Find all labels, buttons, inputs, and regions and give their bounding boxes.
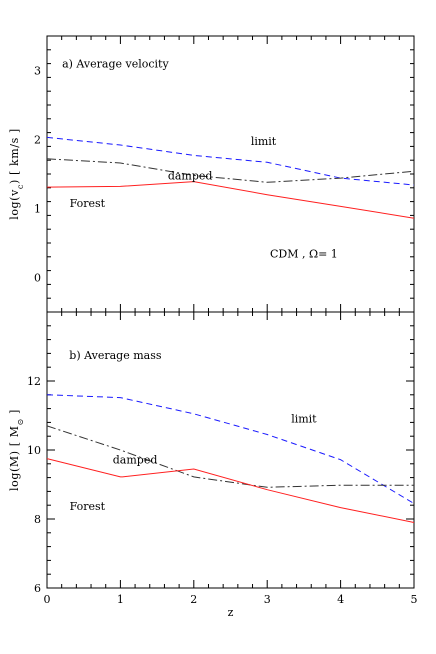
series-line-forest [46,181,415,219]
annotation: limit [291,412,317,425]
series-line-limit [46,394,415,504]
y-axis-label: log(vc) [ km/s ] [8,128,25,220]
y-tick-label: 8 [34,513,41,526]
y-tick-label: 2 [34,134,41,147]
x-tick-label: 4 [337,593,344,606]
annotation: Forest [70,500,106,513]
annotation: Forest [70,197,106,210]
panel-title: a) Average velocity [62,58,169,71]
x-tick-label: 5 [411,593,418,606]
x-axis-label: z [228,606,234,619]
x-tick-label: 1 [117,593,124,606]
y-axis-label: log(M) [ M⊙ ] [8,409,25,491]
panel-title: b) Average mass [69,349,162,362]
y-tick-label: 6 [34,582,41,595]
x-tick-label: 2 [190,593,197,606]
series-line-damped [46,425,414,488]
series-line-limit [46,136,415,186]
annotation: limit [251,135,277,148]
plot-frame [46,35,415,313]
y-tick-label: 12 [27,375,41,388]
series-line-forest [46,458,415,523]
x-tick-label: 0 [44,593,51,606]
x-tick-label: 3 [264,593,271,606]
annotation: damped [113,454,158,467]
annotation: CDM , Ω= 1 [270,247,338,260]
y-tick-label: 0 [34,272,41,285]
y-tick-label: 1 [34,203,41,216]
series-line-damped [46,158,415,183]
y-tick-label: 3 [34,65,41,78]
annotation: damped [168,169,213,182]
panel-velocity: 0 1 2 3 log(vc) [ km/s ] a) Average velocity l… [8,35,415,313]
y-tick-label: 10 [27,444,41,457]
